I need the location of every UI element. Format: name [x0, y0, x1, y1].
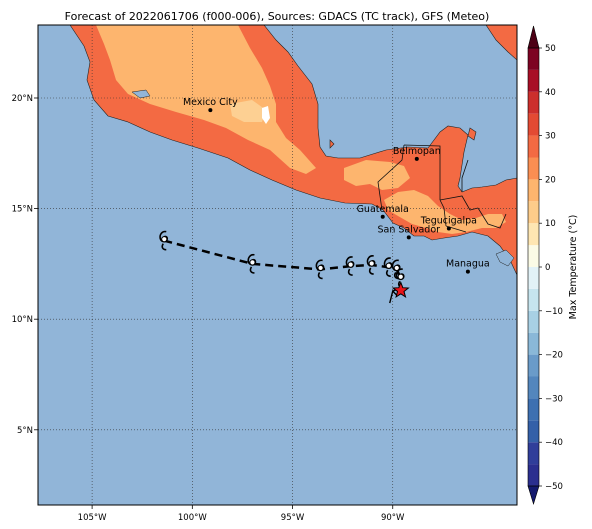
y-tick-label: 10°N: [12, 315, 33, 325]
colorbar-band: [528, 332, 539, 355]
city-dot: [465, 269, 470, 274]
colorbar-tick-label: −10: [545, 307, 563, 317]
city-dot: [446, 226, 451, 231]
cyclone-symbol-icon: [159, 230, 169, 251]
colorbar-tick-label: 10: [545, 219, 556, 229]
y-tick-label: 15°N: [12, 205, 33, 215]
coast-islands: [329, 127, 477, 149]
y-axis: 20°N 15°N 10°N 5°N: [12, 94, 38, 436]
colorbar-band: [528, 288, 539, 311]
colorbar-band: [528, 157, 539, 180]
colorbar-over-arrow: [527, 25, 540, 49]
map-panel: Mexico City Belmopan Guatemala TegucigalpaS…: [12, 24, 518, 523]
colorbar-band: [528, 442, 539, 465]
city-marker: Belmopan: [393, 146, 441, 161]
map-frame: [37, 24, 518, 506]
figure-title: Forecast of 2022061706 (f000-006), Sourc…: [65, 10, 490, 23]
city-marker: San Salvador: [377, 224, 440, 240]
city-marker: Tegucigalpa: [420, 216, 477, 231]
colorbar-band: [528, 201, 539, 224]
colorbar-band: [528, 310, 539, 333]
city-label: Tegucigalpa: [420, 216, 477, 227]
x-tick-label: 105°W: [78, 513, 107, 523]
city-dot: [414, 156, 419, 161]
city-dot: [406, 235, 411, 240]
city-label: Mexico City: [183, 97, 238, 108]
colorbar-band: [528, 354, 539, 377]
gridlines: [38, 25, 517, 505]
city-marker: Managua: [446, 259, 490, 274]
cyclone-symbol-icon: [383, 257, 393, 278]
y-tick-label: 5°N: [17, 426, 33, 436]
colorbar-tick-label: −30: [545, 394, 563, 404]
colorbar-tick-label: 30: [545, 132, 556, 142]
lake-nicaragua: [495, 249, 515, 267]
colorbar-band: [528, 420, 539, 443]
colorbar-tick-label: −50: [545, 482, 563, 492]
land-yellow-highlands: [230, 100, 266, 122]
land-white-peak: [262, 106, 270, 124]
cyclone-track-points: [159, 230, 410, 304]
cyclone-symbol-icon: [345, 256, 355, 276]
colorbar-tick-label: 20: [545, 175, 556, 185]
colorbar-band: [528, 69, 539, 92]
city-label: Belmopan: [393, 146, 441, 157]
land-light-highlands: [96, 25, 316, 174]
colorbar-band: [528, 48, 539, 70]
city-dot: [208, 108, 213, 113]
lake-patch: [131, 89, 151, 99]
city-marker: Guatemala: [357, 204, 409, 219]
colorbar: 50 40 30 20 10 0 −10 −20 −30 −40 −50 Max Temperatur…: [527, 25, 579, 506]
city-label: Managua: [446, 259, 490, 270]
colorbar-label: Max Temperature (°C): [568, 215, 579, 320]
city-dot: [380, 214, 385, 219]
colorbar-band: [528, 179, 539, 202]
cyclone-symbol-icon: [247, 253, 257, 274]
country-borders: [377, 144, 507, 233]
y-tick-label: 20°N: [12, 94, 33, 104]
colorbar-under-arrow: [527, 485, 540, 506]
cities: Mexico City Belmopan Guatemala TegucigalpaS…: [183, 97, 490, 274]
colorbar-band: [528, 91, 539, 114]
x-tick-label: 95°W: [281, 513, 305, 523]
city-label: Guatemala: [357, 204, 409, 215]
colorbar-band: [528, 376, 539, 399]
colorbar-tick-label: 40: [545, 88, 556, 98]
x-tick-label: 100°W: [178, 513, 207, 523]
cyclone-symbol-icon: [315, 259, 325, 280]
colorbar-band: [528, 267, 539, 289]
city-marker: Mexico City: [183, 97, 238, 113]
colorbar-band: [528, 464, 539, 486]
current-position-star-icon: [391, 280, 410, 299]
city-label: San Salvador: [377, 224, 440, 235]
colorbar-tick-label: −20: [545, 351, 563, 361]
colorbar-band: [528, 135, 539, 158]
colorbar-tick-label: 0: [545, 263, 550, 273]
land-florida-gulf: [485, 25, 517, 61]
x-axis: 105°W 100°W 95°W 90°W: [78, 505, 405, 523]
x-tick-label: 90°W: [381, 513, 405, 523]
colorbar-band: [528, 398, 539, 421]
colorbar-tick-label: −40: [545, 438, 563, 448]
land-light-guatemala: [384, 190, 506, 234]
cyclone-symbol-icon: [366, 255, 376, 275]
colorbar-tick-label: 50: [545, 44, 556, 54]
colorbar-band: [528, 113, 539, 136]
colorbar-band: [528, 245, 539, 267]
colorbar-band: [528, 223, 539, 246]
